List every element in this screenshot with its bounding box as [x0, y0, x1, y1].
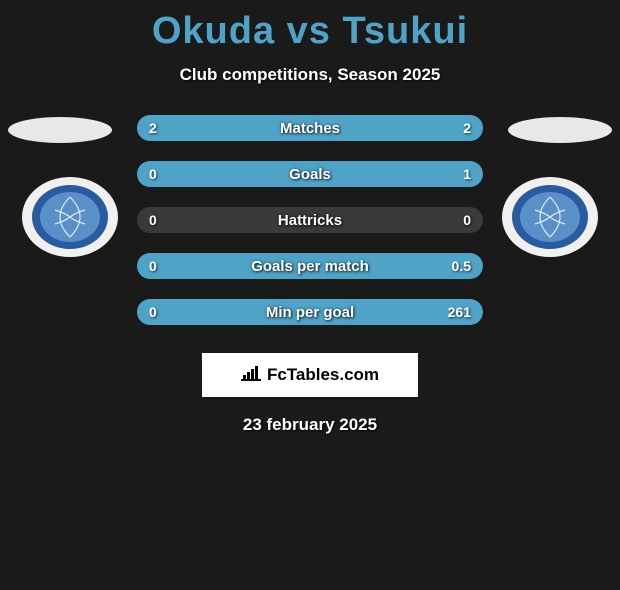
stat-value-left: 0	[149, 212, 157, 228]
comparison-area: 2 Matches 2 0 Goals 1 0 Hattricks 0 0 Go…	[0, 115, 620, 435]
stats-column: 2 Matches 2 0 Goals 1 0 Hattricks 0 0 Go…	[137, 115, 483, 325]
stat-row-goals: 0 Goals 1	[137, 161, 483, 187]
stat-row-hattricks: 0 Hattricks 0	[137, 207, 483, 233]
player-left-ellipse	[8, 117, 112, 143]
club-badge-right	[500, 175, 600, 259]
subtitle: Club competitions, Season 2025	[0, 65, 620, 85]
stat-value-right: 1	[463, 166, 471, 182]
player-right-ellipse	[508, 117, 612, 143]
stat-label: Hattricks	[278, 212, 342, 229]
stat-value-right: 2	[463, 120, 471, 136]
stat-value-left: 2	[149, 120, 157, 136]
stat-value-left: 0	[149, 166, 157, 182]
stat-value-right: 0	[463, 212, 471, 228]
chart-icon	[241, 365, 261, 386]
date-line: 23 february 2025	[0, 415, 620, 435]
stat-label: Goals	[289, 166, 331, 183]
stat-row-min-per-goal: 0 Min per goal 261	[137, 299, 483, 325]
stat-label: Goals per match	[251, 258, 369, 275]
stat-value-right: 0.5	[452, 258, 471, 274]
stat-label: Min per goal	[266, 304, 354, 321]
stat-row-goals-per-match: 0 Goals per match 0.5	[137, 253, 483, 279]
stat-row-matches: 2 Matches 2	[137, 115, 483, 141]
stat-value-right: 261	[448, 304, 471, 320]
club-badge-left	[20, 175, 120, 259]
brand-text: FcTables.com	[267, 365, 379, 385]
stat-value-left: 0	[149, 258, 157, 274]
stat-value-left: 0	[149, 304, 157, 320]
stat-label: Matches	[280, 120, 340, 137]
brand-box[interactable]: FcTables.com	[202, 353, 418, 397]
page-title: Okuda vs Tsukui	[0, 10, 620, 53]
